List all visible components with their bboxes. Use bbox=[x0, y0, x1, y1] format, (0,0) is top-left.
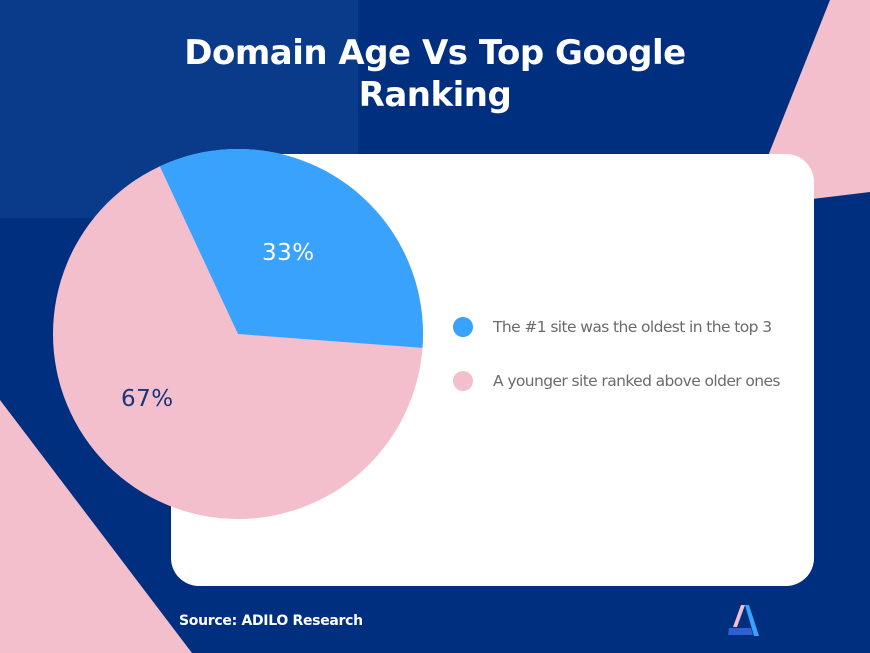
source-note: Source: ADILO Research bbox=[179, 613, 363, 629]
pie-label-67: 67% bbox=[121, 386, 174, 412]
legend-label: A younger site ranked above older ones bbox=[493, 372, 780, 390]
pie-label-33: 33% bbox=[262, 240, 315, 266]
legend-dot-pink-icon bbox=[453, 371, 473, 391]
title-line-1: Domain Age Vs Top Google bbox=[184, 33, 686, 73]
bottom-left-pink-shape bbox=[0, 400, 192, 653]
legend-item-oldest: The #1 site was the oldest in the top 3 bbox=[453, 315, 780, 339]
legend-dot-blue-icon bbox=[453, 317, 473, 337]
legend-item-younger: A younger site ranked above older ones bbox=[453, 369, 780, 393]
pie-slice-oldest bbox=[159, 148, 424, 348]
chart-legend: The #1 site was the oldest in the top 3 … bbox=[453, 315, 780, 423]
adilo-logo-icon bbox=[728, 605, 759, 636]
title-line-2: Ranking bbox=[358, 75, 512, 115]
top-right-pink-shape bbox=[768, 0, 870, 199]
chart-title: Domain Age Vs Top Google Ranking bbox=[0, 32, 870, 116]
legend-label: The #1 site was the oldest in the top 3 bbox=[493, 318, 772, 336]
